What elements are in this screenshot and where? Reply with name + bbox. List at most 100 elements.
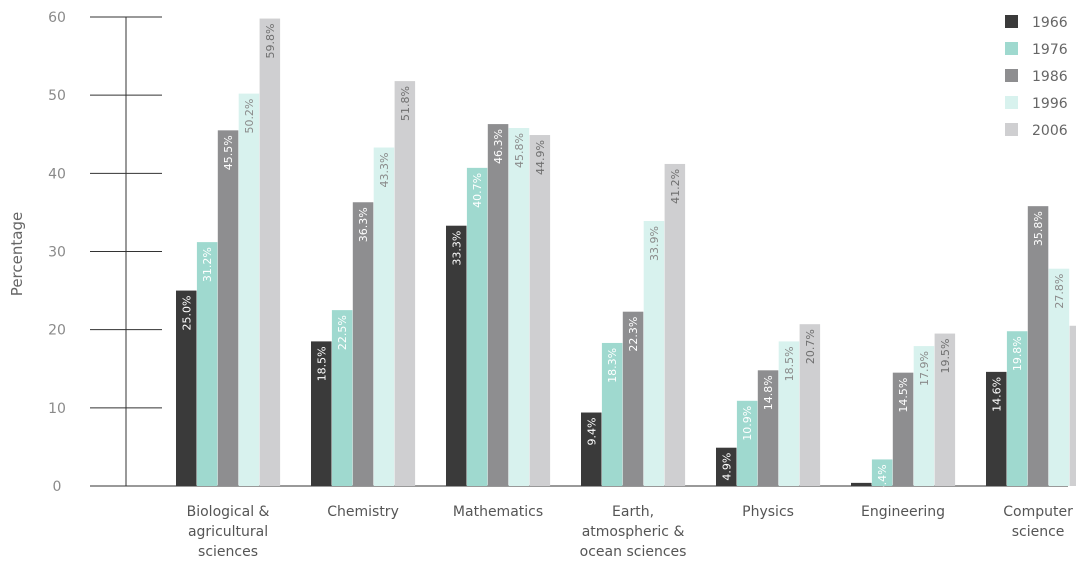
bar-2006 bbox=[529, 135, 551, 486]
bar-1976 bbox=[466, 167, 488, 486]
category-label: Earth, bbox=[612, 504, 654, 520]
y-tick-label: 0 bbox=[53, 479, 62, 495]
data-label: 59.8% bbox=[264, 24, 277, 59]
data-label: 45.5% bbox=[222, 135, 235, 170]
category-label: science bbox=[1012, 524, 1065, 540]
bar-2006 bbox=[394, 81, 416, 486]
bar-1966 bbox=[176, 290, 197, 486]
data-label: 18.5% bbox=[315, 346, 328, 381]
bar-1986 bbox=[892, 372, 914, 486]
legend-label: 1996 bbox=[1032, 96, 1068, 112]
data-label: 10.9% bbox=[741, 406, 754, 441]
category-label: Biological & bbox=[187, 504, 270, 520]
bar-2006 bbox=[1069, 325, 1076, 486]
bar-1976 bbox=[1006, 331, 1028, 486]
data-label: 20.7% bbox=[804, 329, 817, 364]
data-label: 36.3% bbox=[357, 207, 370, 242]
bar-1966 bbox=[311, 341, 332, 486]
data-label: 3.4% bbox=[876, 464, 889, 492]
bar-1976 bbox=[736, 400, 758, 486]
category-label: atmospheric & bbox=[582, 524, 685, 540]
data-label: 17.9% bbox=[918, 351, 931, 386]
bar-1996 bbox=[1048, 268, 1070, 486]
data-label: 19.5% bbox=[939, 339, 952, 374]
data-label: 4.9% bbox=[720, 453, 733, 481]
data-label: 46.3% bbox=[492, 129, 505, 164]
legend-label: 1976 bbox=[1032, 42, 1068, 58]
data-label: 22.3% bbox=[627, 317, 640, 352]
category-label: ocean sciences bbox=[580, 544, 687, 560]
y-tick-label: 30 bbox=[48, 245, 66, 261]
bar-1986 bbox=[757, 370, 779, 486]
data-label: 44.9% bbox=[534, 140, 547, 175]
category-label: Chemistry bbox=[327, 504, 399, 520]
data-label: 50.2% bbox=[243, 99, 256, 134]
data-label: 25.0% bbox=[180, 296, 193, 331]
bar-1996 bbox=[508, 127, 530, 486]
bar-1976 bbox=[196, 242, 218, 486]
legend-swatch bbox=[1005, 69, 1018, 82]
legend-label: 2006 bbox=[1032, 123, 1068, 139]
data-label: 45.8% bbox=[513, 133, 526, 168]
bar-2006 bbox=[799, 324, 821, 486]
bar-1996 bbox=[373, 147, 395, 486]
bar-1986 bbox=[217, 130, 239, 486]
bar-2006 bbox=[934, 333, 956, 486]
data-label: 33.9% bbox=[648, 226, 661, 261]
bar-1986 bbox=[487, 124, 509, 487]
data-label: 14.8% bbox=[762, 375, 775, 410]
data-label: 9.4% bbox=[585, 418, 598, 446]
data-label: 20.5% bbox=[1074, 331, 1076, 366]
data-label: 43.3% bbox=[378, 153, 391, 188]
category-label: agricultural bbox=[188, 524, 268, 540]
legend-swatch bbox=[1005, 123, 1018, 136]
y-tick-label: 40 bbox=[48, 166, 66, 182]
data-label: 22.5% bbox=[336, 315, 349, 350]
data-label: 27.8% bbox=[1053, 274, 1066, 309]
bar-1986 bbox=[352, 202, 374, 486]
bars-group: 25.0% 31.2% 45.5% 50.2% 59.8% 18.5% 22.5% 36.3%… bbox=[176, 18, 1076, 516]
data-label: 19.8% bbox=[1011, 336, 1024, 371]
bar-1996 bbox=[913, 346, 935, 486]
legend: 1966 1976 1986 1996 2006 bbox=[1005, 15, 1068, 139]
y-tick-label: 60 bbox=[48, 10, 66, 26]
bar-1976 bbox=[871, 459, 893, 486]
bar-1996 bbox=[238, 93, 260, 486]
legend-label: 1986 bbox=[1032, 69, 1068, 85]
data-label: 41.2% bbox=[669, 169, 682, 204]
legend-label: 1966 bbox=[1032, 15, 1068, 31]
category-label: Physics bbox=[742, 504, 794, 520]
data-label: 14.6% bbox=[990, 377, 1003, 412]
data-label: 18.3% bbox=[606, 348, 619, 383]
data-label: 0.4% bbox=[855, 488, 868, 516]
legend-swatch bbox=[1005, 96, 1018, 109]
data-label: 18.5% bbox=[783, 346, 796, 381]
category-label: Engineering bbox=[861, 504, 945, 520]
category-labels: Biological & agricultural sciences Chemistr… bbox=[187, 504, 1073, 560]
bar-1966 bbox=[581, 412, 602, 486]
category-label: sciences bbox=[198, 544, 258, 560]
data-label: 40.7% bbox=[471, 173, 484, 208]
bar-2006 bbox=[259, 18, 281, 487]
data-label: 14.5% bbox=[897, 378, 910, 413]
bar-1966 bbox=[986, 371, 1007, 486]
data-label: 33.3% bbox=[450, 231, 463, 266]
legend-swatch bbox=[1005, 15, 1018, 28]
y-tick-label: 20 bbox=[48, 323, 66, 339]
category-label: Mathematics bbox=[453, 504, 543, 520]
y-axis-label: Percentage bbox=[8, 212, 26, 296]
bar-1996 bbox=[778, 341, 800, 486]
data-label: 31.2% bbox=[201, 247, 214, 282]
data-label: 35.8% bbox=[1032, 211, 1045, 246]
category-label: Computer bbox=[1003, 504, 1073, 520]
bar-1986 bbox=[622, 311, 644, 486]
bar-1966 bbox=[716, 447, 737, 486]
data-label: 51.8% bbox=[399, 86, 412, 121]
y-tick-label: 50 bbox=[48, 88, 66, 104]
bar-2006 bbox=[664, 163, 686, 486]
bar-1996 bbox=[643, 221, 665, 486]
bar-1966 bbox=[851, 482, 872, 486]
y-tick-label: 10 bbox=[48, 401, 66, 417]
bar-1986 bbox=[1027, 206, 1049, 486]
